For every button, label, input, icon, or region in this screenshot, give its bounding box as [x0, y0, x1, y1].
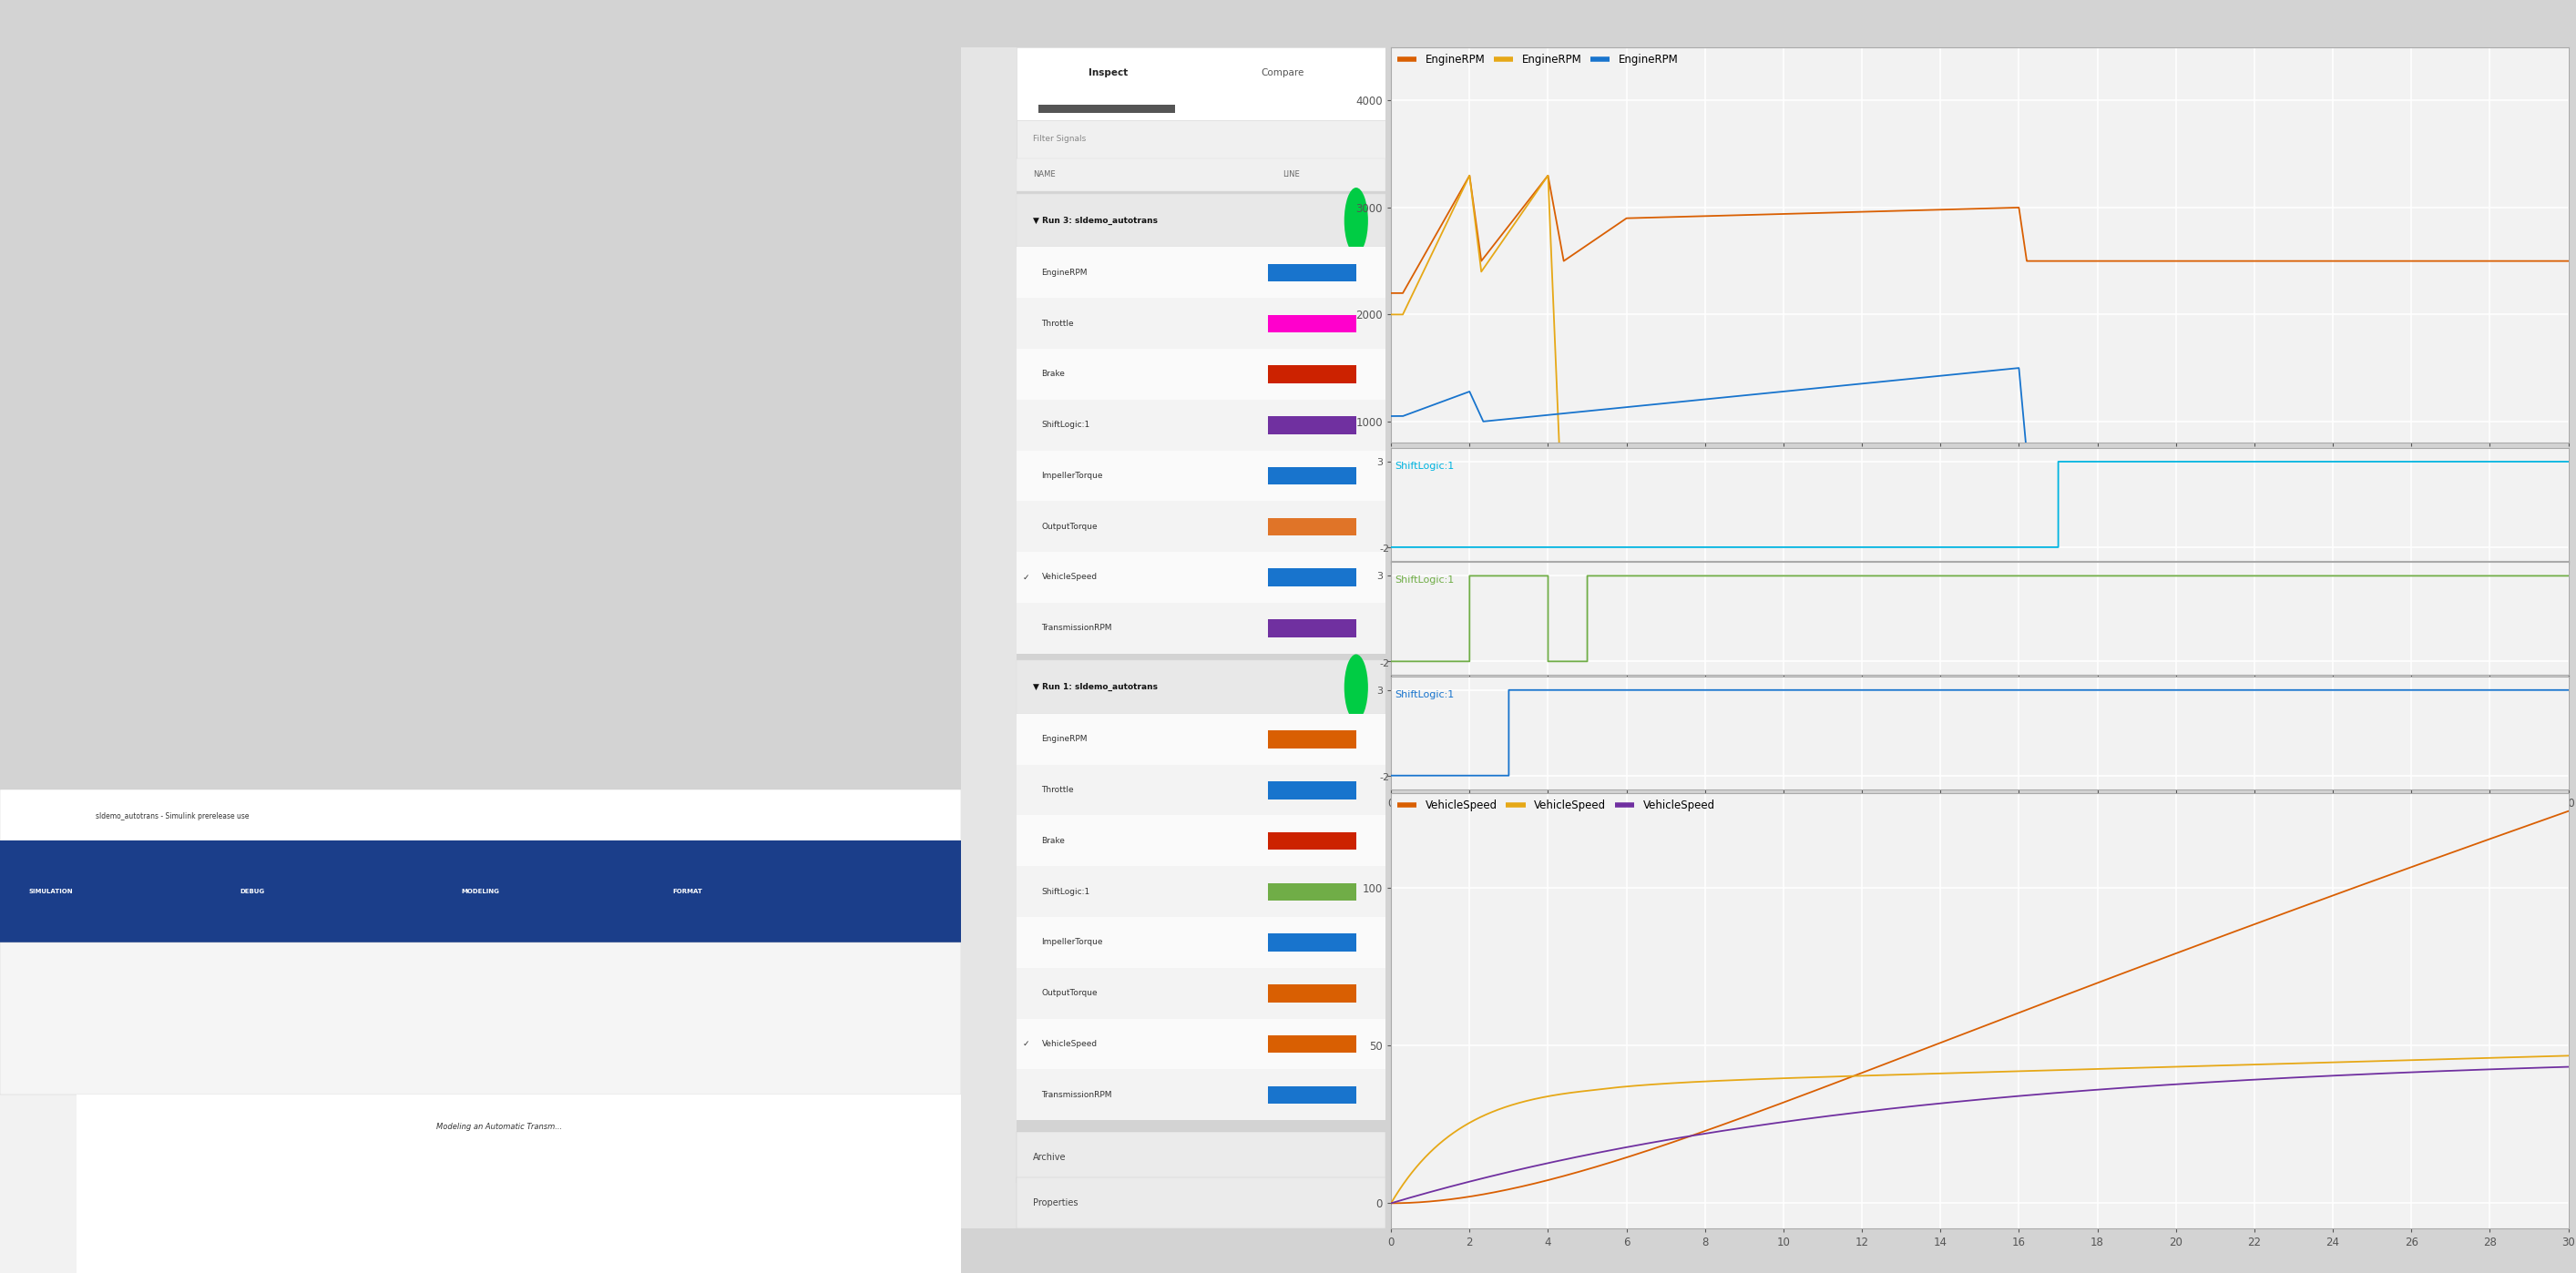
- Bar: [1267, 365, 1358, 383]
- Bar: [1267, 833, 1358, 850]
- Text: Brake: Brake: [1041, 370, 1064, 378]
- Text: Throttle: Throttle: [1041, 320, 1074, 327]
- Circle shape: [1345, 187, 1368, 253]
- Bar: [1015, 1069, 1386, 1120]
- Text: sldemo_autotrans - Simulink prerelease use: sldemo_autotrans - Simulink prerelease u…: [95, 812, 250, 820]
- Bar: [0, 789, 961, 840]
- Text: ▼ Run 3: sldemo_autotrans: ▼ Run 3: sldemo_autotrans: [1033, 216, 1157, 225]
- Bar: [1267, 314, 1358, 332]
- Text: Modeling an Automatic Transm...: Modeling an Automatic Transm...: [438, 1123, 562, 1130]
- Text: SIMULATION: SIMULATION: [28, 889, 72, 894]
- Text: -2: -2: [1381, 659, 1391, 668]
- Bar: [1015, 714, 1386, 765]
- Bar: [1015, 1018, 1386, 1069]
- Bar: [1038, 104, 1175, 113]
- Bar: [1015, 298, 1386, 349]
- Bar: [1015, 158, 1386, 191]
- Legend: EngineRPM, EngineRPM, EngineRPM: EngineRPM, EngineRPM, EngineRPM: [1394, 50, 1682, 70]
- Bar: [1267, 731, 1358, 749]
- Text: ImpellerTorque: ImpellerTorque: [1041, 471, 1103, 480]
- Bar: [961, 47, 1015, 1228]
- Text: Filter Signals: Filter Signals: [1033, 135, 1087, 144]
- Text: ✓: ✓: [1023, 573, 1030, 582]
- Text: Brake: Brake: [1041, 836, 1064, 845]
- Text: EngineRPM: EngineRPM: [1041, 735, 1087, 743]
- Bar: [1015, 765, 1386, 815]
- Bar: [1015, 400, 1386, 451]
- Bar: [0, 840, 961, 942]
- Bar: [1015, 193, 1386, 247]
- Text: ✓: ✓: [1023, 1040, 1030, 1048]
- Bar: [1267, 518, 1358, 536]
- Bar: [1267, 416, 1358, 434]
- Text: OutputTorque: OutputTorque: [1041, 989, 1097, 997]
- Text: Throttle: Throttle: [1041, 785, 1074, 794]
- Bar: [1015, 121, 1386, 158]
- Bar: [1267, 984, 1358, 1002]
- Bar: [1267, 933, 1358, 951]
- Bar: [1267, 883, 1358, 901]
- Text: TransmissionRPM: TransmissionRPM: [1041, 1091, 1113, 1099]
- Text: ShiftLogic:1: ShiftLogic:1: [1394, 690, 1453, 699]
- Bar: [1015, 502, 1386, 552]
- Bar: [1267, 264, 1358, 281]
- Bar: [1267, 620, 1358, 638]
- Bar: [77, 1095, 961, 1273]
- Bar: [1015, 247, 1386, 298]
- Text: ▼ Run 1: sldemo_autotrans: ▼ Run 1: sldemo_autotrans: [1033, 684, 1157, 691]
- Bar: [1015, 917, 1386, 967]
- Bar: [1267, 1086, 1358, 1104]
- Bar: [1267, 782, 1358, 799]
- Text: Properties: Properties: [1033, 1198, 1079, 1208]
- Text: VehicleSpeed: VehicleSpeed: [1041, 573, 1097, 582]
- Text: -2: -2: [1381, 545, 1391, 554]
- Bar: [1267, 467, 1358, 485]
- Text: TransmissionRPM: TransmissionRPM: [1041, 624, 1113, 633]
- Bar: [1015, 602, 1386, 653]
- Bar: [0, 802, 961, 1273]
- Circle shape: [1345, 654, 1368, 721]
- Text: Archive: Archive: [1033, 1153, 1066, 1162]
- Text: MODELING: MODELING: [461, 889, 500, 894]
- Text: ImpellerTorque: ImpellerTorque: [1041, 938, 1103, 946]
- Bar: [1015, 47, 1386, 121]
- Text: DEBUG: DEBUG: [240, 889, 265, 894]
- Bar: [1267, 1035, 1358, 1053]
- Text: ShiftLogic:1: ShiftLogic:1: [1394, 462, 1453, 471]
- Text: EngineRPM: EngineRPM: [1041, 269, 1087, 276]
- Text: ShiftLogic:1: ShiftLogic:1: [1394, 575, 1453, 584]
- Bar: [1015, 1178, 1386, 1228]
- Text: Compare: Compare: [1260, 69, 1303, 78]
- Text: NAME: NAME: [1033, 171, 1056, 178]
- Text: ShiftLogic:1: ShiftLogic:1: [1041, 421, 1090, 429]
- Bar: [1015, 451, 1386, 502]
- Bar: [1015, 815, 1386, 866]
- Bar: [0, 942, 961, 1095]
- Text: VehicleSpeed: VehicleSpeed: [1041, 1040, 1097, 1048]
- Bar: [1015, 661, 1386, 714]
- Bar: [1015, 866, 1386, 917]
- Bar: [1015, 349, 1386, 400]
- Text: FORMAT: FORMAT: [672, 889, 703, 894]
- Text: OutputTorque: OutputTorque: [1041, 522, 1097, 531]
- Bar: [1267, 569, 1358, 587]
- Text: ShiftLogic:1: ShiftLogic:1: [1041, 887, 1090, 896]
- Text: Inspect: Inspect: [1090, 69, 1128, 78]
- Text: -2: -2: [1381, 774, 1391, 783]
- Bar: [1015, 1132, 1386, 1183]
- Text: LINE: LINE: [1283, 171, 1298, 178]
- Bar: [1015, 967, 1386, 1018]
- Bar: [1015, 552, 1386, 602]
- Legend: VehicleSpeed, VehicleSpeed, VehicleSpeed: VehicleSpeed, VehicleSpeed, VehicleSpeed: [1394, 796, 1718, 816]
